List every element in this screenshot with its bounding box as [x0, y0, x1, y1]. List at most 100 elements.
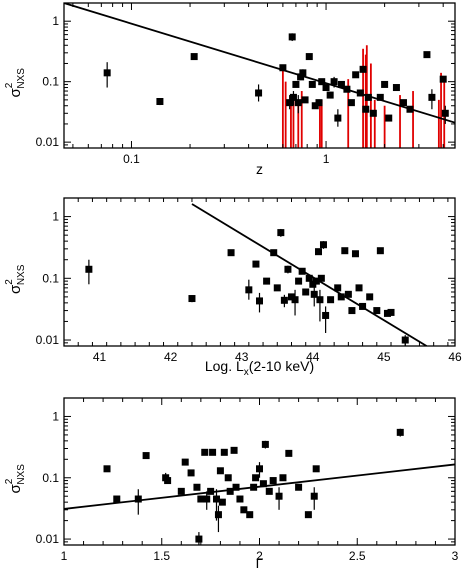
data-point [103, 69, 111, 77]
data-point [428, 93, 436, 101]
data-point [288, 33, 296, 41]
data-point [218, 498, 226, 506]
data-point [359, 302, 367, 310]
data-point [230, 446, 238, 454]
data-point [302, 288, 310, 296]
data-point [297, 73, 305, 81]
data-point [305, 274, 313, 282]
data-point [381, 80, 389, 88]
data-point [190, 53, 198, 61]
data-point [265, 487, 273, 495]
data-point [287, 293, 295, 301]
data-point [236, 495, 244, 503]
y-tick-label: 0.1 [42, 271, 59, 285]
data-point [250, 483, 258, 491]
x-axis-label: Log. Lx(2-10 keV) [205, 358, 314, 378]
data-point [279, 474, 287, 482]
x-tick-label: 2.5 [349, 549, 366, 563]
data-point [284, 265, 292, 273]
data-point [256, 297, 263, 305]
data-point [197, 495, 205, 503]
x-tick-label: 45 [377, 350, 391, 364]
x-axis-label: Γ [256, 555, 264, 571]
data-point [305, 53, 313, 61]
data-point [337, 293, 345, 301]
data-point [177, 487, 185, 495]
data-point [255, 89, 263, 97]
panel-lx-data [85, 203, 428, 346]
x-tick-label: 1 [61, 549, 68, 563]
data-point [348, 307, 356, 315]
panel-z: 0.01 0.1 1 0.1 1 z σ2NXS [4, 2, 456, 177]
data-point [226, 487, 234, 495]
x-tick-label: 0.1 [123, 152, 140, 166]
data-point [343, 85, 351, 93]
data-point [216, 467, 224, 475]
data-point [212, 495, 220, 503]
data-point [298, 267, 306, 275]
y-tick-label: 0.01 [36, 135, 60, 149]
data-point [203, 495, 211, 503]
data-point [376, 93, 384, 101]
data-point [312, 465, 320, 473]
data-point [315, 248, 323, 256]
data-point [317, 274, 325, 282]
data-point [286, 99, 294, 107]
data-point [304, 511, 312, 519]
data-point [256, 465, 263, 473]
data-point [355, 284, 363, 292]
data-point [334, 114, 342, 122]
data-point [344, 290, 352, 298]
data-point [103, 465, 111, 473]
data-point [322, 311, 330, 319]
data-point [369, 109, 377, 117]
x-tick-label: 44 [306, 350, 320, 364]
data-point [406, 105, 414, 113]
data-point [245, 286, 253, 294]
y-tick-label: 0.1 [42, 471, 59, 485]
data-point [113, 495, 121, 503]
data-point [294, 99, 302, 107]
y-tick-label: 0.01 [36, 532, 60, 546]
data-point [263, 277, 271, 285]
data-point [401, 336, 409, 344]
data-point [261, 440, 269, 448]
y-tick-label: 1 [52, 409, 59, 423]
data-point [289, 93, 297, 101]
data-point [366, 293, 374, 301]
data-point [181, 458, 189, 466]
data-point [291, 296, 299, 304]
x-axis-label: z [256, 161, 263, 177]
x-tick-label: 1.5 [153, 549, 170, 563]
data-point [269, 477, 277, 485]
data-point [312, 277, 320, 285]
data-point [387, 308, 395, 316]
data-point [376, 247, 384, 255]
data-point [275, 492, 283, 500]
data-point [341, 247, 349, 255]
data-point [273, 284, 281, 292]
data-point [227, 249, 235, 257]
data-point [134, 495, 142, 503]
y-tick-label: 0.01 [36, 333, 60, 347]
panel-lx: 0.01 0.1 1 41 42 43 44 45 46 Log. Lx(2-10 keV) σ2N… [4, 197, 462, 378]
x-tick-label: 42 [164, 350, 178, 364]
y-axis-label: σ2NXS [4, 264, 27, 294]
x-tick-label: 1 [323, 152, 330, 166]
y-tick-label: 0.1 [42, 75, 59, 89]
data-point [373, 307, 381, 315]
data-point [330, 78, 338, 86]
data-point [195, 535, 203, 543]
data-point [270, 249, 278, 257]
data-point [441, 109, 449, 117]
data-point [352, 71, 360, 79]
data-point [364, 93, 372, 101]
data-point [310, 492, 318, 500]
data-point [295, 483, 303, 491]
data-point [334, 284, 342, 292]
data-point [385, 114, 393, 122]
data-point [315, 99, 323, 107]
data-point [310, 290, 318, 298]
